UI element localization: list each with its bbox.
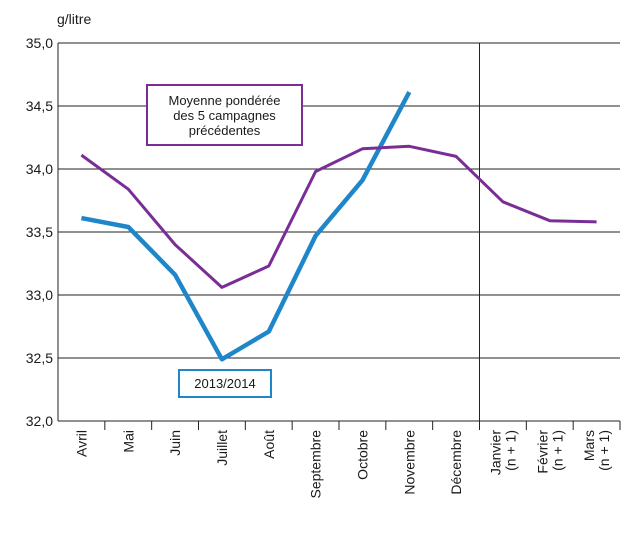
y-tick-label: 32,5 — [26, 350, 53, 366]
series-lines — [80, 91, 597, 362]
series-label-text: 2013/2014 — [194, 376, 255, 391]
x-tick-label: Novembre — [401, 430, 417, 495]
y-tick-label: 32,0 — [26, 413, 53, 429]
y-tick-labels: 32,0 32,5 33,0 33,5 34,0 34,5 35,0 — [26, 35, 53, 429]
y-tick-label: 33,0 — [26, 287, 53, 303]
x-tick-label: Septembre — [308, 430, 324, 499]
y-axis-label: g/litre — [57, 11, 91, 27]
series-label-campaign: 2013/2014 — [178, 369, 272, 398]
x-tick-label: (n + 1) — [502, 430, 518, 471]
y-tick-label: 34,0 — [26, 161, 53, 177]
x-tick-label: Octobre — [354, 430, 370, 480]
x-tick-label: Juillet — [214, 430, 230, 466]
x-tick-label: Décembre — [448, 430, 464, 495]
y-tick-label: 34,5 — [26, 98, 53, 114]
series-label-text: précédentes — [189, 123, 261, 138]
x-tick-label: Janvier — [487, 430, 503, 475]
x-tick-label: Août — [261, 430, 277, 459]
series-label-text: des 5 campagnes — [173, 108, 276, 123]
x-tick-label: Avril — [73, 430, 89, 457]
series-label-text: Moyenne pondérée — [168, 93, 280, 108]
x-tick-label: Mars — [581, 430, 597, 461]
y-tick-label: 33,5 — [26, 224, 53, 240]
gridlines — [58, 42, 620, 422]
x-tick-label: Février — [534, 430, 550, 474]
x-tick-marks — [104, 421, 621, 430]
x-tick-label: Mai — [120, 430, 136, 453]
x-tick-label: (n + 1) — [596, 430, 612, 471]
series-label-box — [146, 84, 303, 146]
x-tick-label: (n + 1) — [549, 430, 565, 471]
series-label-box — [178, 369, 272, 398]
x-tick-labels: Avril Mai Juin Juillet Août Septembre Octobre N… — [73, 430, 612, 499]
series-line-campaign-2013-2014 — [80, 91, 412, 362]
series-line-weighted-average — [80, 144, 597, 289]
plot-frame — [57, 43, 480, 421]
x-tick-label: Juin — [167, 430, 183, 456]
y-tick-label: 35,0 — [26, 35, 53, 51]
